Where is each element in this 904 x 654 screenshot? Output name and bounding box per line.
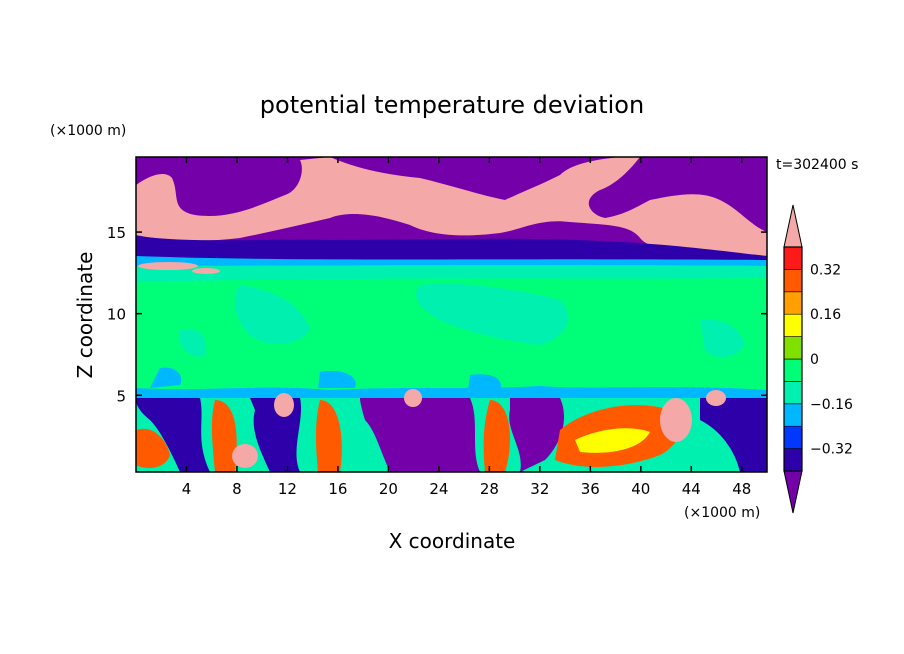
colorbar-extend-low	[783, 470, 803, 514]
field-cold-layer	[136, 236, 767, 261]
field-patch	[660, 398, 692, 442]
colorbar-bin	[783, 291, 803, 315]
field-patch	[138, 262, 198, 270]
field-patch	[274, 393, 294, 417]
colorbar: 0.32 0.16 0 −0.16 −0.32	[783, 204, 853, 514]
y-unit-label: (×1000 m)	[50, 123, 126, 139]
y-tick-label: 10	[107, 306, 126, 324]
field-lower-positive	[211, 400, 237, 472]
field-mid-blob	[416, 283, 569, 345]
colorbar-tick-label: −0.16	[810, 397, 853, 413]
x-tick-label: 24	[429, 480, 448, 498]
x-axis: 4 8 12 16 20 24 28 32 36 40 44 48	[182, 157, 751, 498]
colorbar-bin	[783, 381, 803, 405]
field-lower-positive	[483, 400, 510, 472]
colorbar-bin	[783, 403, 803, 427]
field-cyan-band	[136, 386, 767, 398]
y-axis: 5 10 15	[107, 224, 767, 405]
field-cyan-blob	[318, 370, 356, 388]
field-lower-yellow	[575, 428, 650, 453]
time-label: t=302400 s	[776, 157, 858, 173]
colorbar-bin	[783, 336, 803, 360]
field-lower-negative	[700, 398, 767, 472]
field-mid-blob	[700, 319, 745, 357]
field-lower-positive	[315, 400, 342, 472]
field-lower-negative	[509, 398, 565, 472]
colorbar-extend-high	[783, 204, 803, 248]
field-lower-negative	[360, 398, 480, 472]
colorbar-bin	[783, 313, 803, 337]
colorbar-frame	[783, 246, 803, 472]
x-tick-label: 4	[182, 480, 192, 498]
colorbar-tick-label: 0.16	[810, 307, 841, 323]
x-tick-label: 44	[682, 480, 701, 498]
colorbar-tick-label: −0.32	[810, 442, 853, 458]
x-tick-label: 16	[328, 480, 347, 498]
chart-title: potential temperature deviation	[260, 91, 644, 119]
field-cyan-blob	[150, 367, 182, 388]
field-cold-edge	[136, 256, 767, 266]
colorbar-bin	[783, 448, 803, 472]
x-tick-label: 20	[379, 480, 398, 498]
x-axis-title: X coordinate	[389, 529, 516, 553]
x-tick-label: 8	[232, 480, 242, 498]
field-lower-negative	[250, 398, 302, 472]
x-tick-label: 32	[530, 480, 549, 498]
field-cyan-blob	[468, 374, 501, 390]
y-axis-title: Z coordinate	[73, 252, 97, 379]
colorbar-tick-label: 0	[810, 352, 819, 368]
field-patch	[232, 444, 258, 468]
x-tick-label: 36	[581, 480, 600, 498]
colorbar-tick-label: 0.32	[810, 262, 841, 278]
plot-frame	[135, 156, 768, 473]
x-unit-label: (×1000 m)	[684, 505, 760, 521]
field-upper-positive	[136, 157, 767, 260]
x-tick-label: 28	[480, 480, 499, 498]
colorbar-bin	[783, 358, 803, 382]
colorbar-bin	[783, 246, 803, 270]
field-lower-positive	[136, 428, 170, 468]
x-tick-label: 40	[631, 480, 650, 498]
y-tick-label: 15	[107, 224, 126, 242]
field-patch	[404, 389, 422, 407]
field-patch	[706, 390, 726, 406]
colorbar-bin	[783, 269, 803, 293]
field-cool-band	[136, 265, 767, 282]
x-tick-label: 48	[732, 480, 751, 498]
plot-area	[136, 157, 767, 472]
y-tick-label: 5	[116, 387, 126, 405]
colorbar-bin	[783, 425, 803, 449]
field-mid-blob	[234, 285, 310, 345]
field-lower-negative	[136, 398, 210, 472]
x-tick-label: 12	[278, 480, 297, 498]
field-patch	[192, 268, 220, 274]
field-mid-blob	[180, 328, 206, 357]
